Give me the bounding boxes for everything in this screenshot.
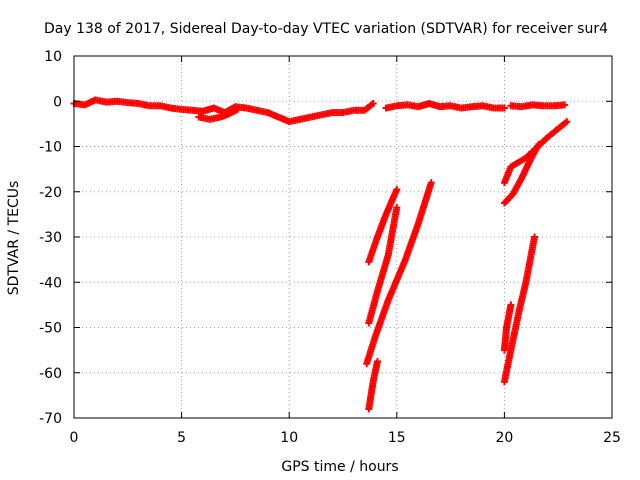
data-point bbox=[427, 179, 435, 187]
y-tick-label: -10 bbox=[39, 140, 62, 156]
data-point bbox=[561, 101, 569, 109]
x-tick-label: 15 bbox=[388, 430, 406, 446]
data-point bbox=[507, 301, 515, 309]
data-point bbox=[234, 105, 242, 113]
x-tick-label: 25 bbox=[603, 430, 621, 446]
y-tick-label: -70 bbox=[39, 411, 62, 427]
chart-title: Day 138 of 2017, Sidereal Day-to-day VTE… bbox=[44, 21, 608, 37]
y-tick-label: -60 bbox=[39, 366, 62, 382]
y-axis-label: SDTVAR / TECUs bbox=[6, 181, 22, 296]
data-point bbox=[500, 104, 508, 112]
data-points bbox=[70, 96, 571, 413]
y-tick-label: -20 bbox=[39, 185, 62, 201]
data-point bbox=[393, 204, 401, 212]
data-point bbox=[563, 118, 571, 126]
y-tick-label: -30 bbox=[39, 230, 62, 246]
axis-ticks: 0 5 10 15 20 25 10 0 -10 -20 -30 -40 -50 -60 -70 bbox=[39, 49, 621, 446]
data-point bbox=[531, 233, 539, 241]
grid-lines bbox=[74, 56, 612, 418]
data-point bbox=[373, 357, 381, 365]
data-point bbox=[393, 185, 401, 193]
data-point bbox=[369, 100, 377, 108]
x-axis-label: GPS time / hours bbox=[281, 459, 398, 475]
data-point bbox=[535, 140, 543, 148]
y-tick-label: 0 bbox=[53, 94, 62, 110]
y-tick-label: 10 bbox=[44, 49, 62, 65]
x-tick-label: 5 bbox=[177, 430, 186, 446]
y-tick-label: -40 bbox=[39, 275, 62, 291]
x-tick-label: 20 bbox=[495, 430, 513, 446]
y-tick-label: -50 bbox=[39, 321, 62, 337]
x-tick-label: 0 bbox=[70, 430, 79, 446]
x-tick-label: 10 bbox=[280, 430, 298, 446]
